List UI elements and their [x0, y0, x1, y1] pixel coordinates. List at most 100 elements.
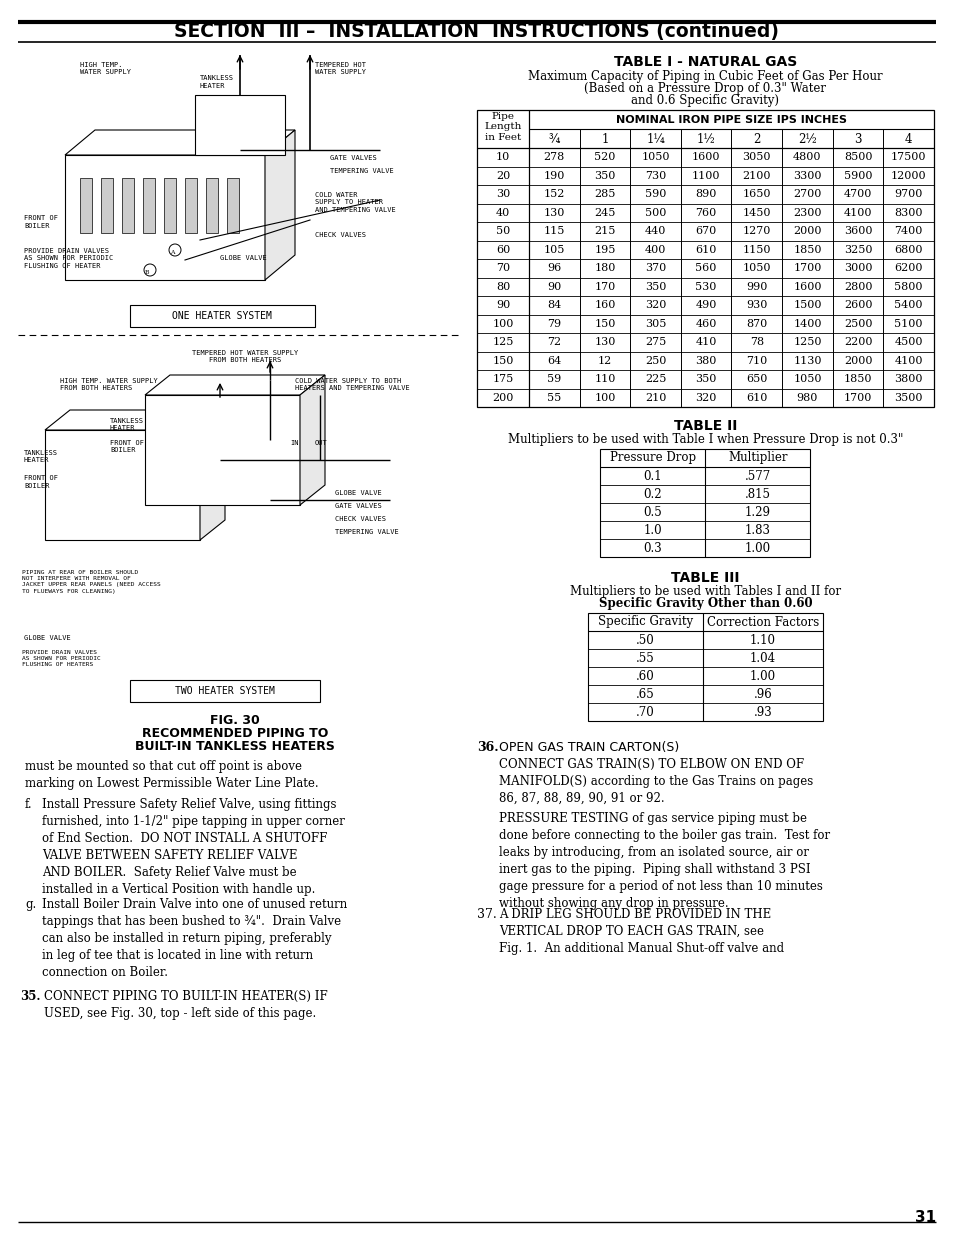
Text: IN: IN [290, 440, 298, 446]
Text: 1700: 1700 [843, 393, 871, 403]
Text: 1½: 1½ [696, 133, 715, 146]
Text: 3300: 3300 [792, 170, 821, 180]
Text: 20: 20 [496, 170, 510, 180]
Text: 35.: 35. [20, 990, 40, 1003]
Text: 3050: 3050 [741, 152, 770, 162]
Text: 1850: 1850 [842, 374, 871, 384]
Text: FIG. 30: FIG. 30 [210, 714, 259, 727]
Text: 78: 78 [749, 337, 763, 347]
Text: 2500: 2500 [842, 319, 871, 329]
Text: Pipe
Length
in Feet: Pipe Length in Feet [484, 112, 521, 142]
Text: 0.2: 0.2 [643, 488, 661, 500]
Text: 1.04: 1.04 [749, 652, 775, 664]
Text: COLD WATER
SUPPLY TO HEATER
AND TEMPERING VALVE: COLD WATER SUPPLY TO HEATER AND TEMPERIN… [314, 191, 395, 212]
Text: 2700: 2700 [792, 189, 821, 199]
Text: 245: 245 [594, 207, 615, 217]
Text: HIGH TEMP.
WATER SUPPLY: HIGH TEMP. WATER SUPPLY [80, 62, 131, 75]
Text: 490: 490 [695, 300, 716, 310]
Text: 130: 130 [543, 207, 564, 217]
Text: TWO HEATER SYSTEM: TWO HEATER SYSTEM [175, 685, 274, 697]
Text: TEMPERED HOT
WATER SUPPLY: TEMPERED HOT WATER SUPPLY [314, 62, 366, 75]
Text: 275: 275 [644, 337, 665, 347]
Text: 460: 460 [695, 319, 716, 329]
Bar [164, 178, 175, 233]
Text: CHECK VALVES: CHECK VALVES [314, 232, 366, 238]
Text: 980: 980 [796, 393, 818, 403]
Bar [599, 450, 810, 557]
Text: TEMPERING VALVE: TEMPERING VALVE [335, 529, 398, 535]
Text: 1150: 1150 [741, 245, 770, 254]
Text: 90: 90 [496, 300, 510, 310]
Text: Maximum Capacity of Piping in Cubic Feet of Gas Per Hour: Maximum Capacity of Piping in Cubic Feet… [528, 70, 882, 83]
Bar [227, 178, 239, 233]
Text: HIGH TEMP. WATER SUPPLY
FROM BOTH HEATERS: HIGH TEMP. WATER SUPPLY FROM BOTH HEATER… [60, 378, 157, 391]
Text: B: B [145, 270, 149, 275]
Text: .50: .50 [636, 634, 654, 646]
Text: and 0.6 Specific Gravity): and 0.6 Specific Gravity) [631, 94, 779, 107]
Text: PIPING AT REAR OF BOILER SHOULD
NOT INTERFERE WITH REMOVAL OF
JACKET UPPER REAR : PIPING AT REAR OF BOILER SHOULD NOT INTE… [22, 571, 161, 594]
Text: 320: 320 [644, 300, 665, 310]
Text: 2000: 2000 [842, 356, 871, 366]
Text: BUILT-IN TANKLESS HEATERS: BUILT-IN TANKLESS HEATERS [135, 740, 335, 753]
Text: 1130: 1130 [792, 356, 821, 366]
Text: 175: 175 [492, 374, 513, 384]
Text: TABLE I - NATURAL GAS: TABLE I - NATURAL GAS [613, 56, 797, 69]
Text: 9700: 9700 [894, 189, 922, 199]
Text: Pressure Drop: Pressure Drop [609, 452, 696, 464]
Text: (Based on a Pressure Drop of 0.3" Water: (Based on a Pressure Drop of 0.3" Water [584, 82, 825, 95]
Polygon shape [299, 375, 325, 505]
Bar [130, 680, 319, 701]
Text: 7400: 7400 [894, 226, 922, 236]
Text: TABLE II: TABLE II [673, 419, 737, 433]
Text: 60: 60 [496, 245, 510, 254]
Text: 64: 64 [547, 356, 561, 366]
Text: 890: 890 [695, 189, 716, 199]
Text: RECOMMENDED PIPING TO: RECOMMENDED PIPING TO [142, 727, 328, 740]
Text: 730: 730 [644, 170, 665, 180]
Text: .96: .96 [753, 688, 772, 700]
Text: TEMPERED HOT WATER SUPPLY
FROM BOTH HEATERS: TEMPERED HOT WATER SUPPLY FROM BOTH HEAT… [192, 350, 297, 363]
Text: 2800: 2800 [842, 282, 871, 291]
Text: 710: 710 [745, 356, 766, 366]
Text: 1.00: 1.00 [744, 541, 770, 555]
Text: 90: 90 [547, 282, 561, 291]
Bar [476, 110, 933, 408]
Text: 1.0: 1.0 [643, 524, 661, 536]
Text: GATE VALVES: GATE VALVES [330, 156, 376, 161]
Text: 2200: 2200 [842, 337, 871, 347]
Text: 4100: 4100 [842, 207, 871, 217]
Text: SECTION  III –  INSTALLATION  INSTRUCTIONS (continued): SECTION III – INSTALLATION INSTRUCTIONS … [174, 22, 779, 42]
Text: TANKLESS
HEATER: TANKLESS HEATER [24, 450, 58, 463]
Polygon shape [265, 130, 294, 280]
Text: PROVIDE DRAIN VALVES
AS SHOWN FOR PERIODIC
FLUSHING OF HEATER: PROVIDE DRAIN VALVES AS SHOWN FOR PERIOD… [24, 248, 113, 269]
Text: .93: .93 [753, 705, 772, 719]
Text: 80: 80 [496, 282, 510, 291]
Text: 870: 870 [745, 319, 766, 329]
Text: 278: 278 [543, 152, 564, 162]
Text: 70: 70 [496, 263, 510, 273]
Text: 210: 210 [644, 393, 665, 403]
Text: 50: 50 [496, 226, 510, 236]
Text: 4800: 4800 [792, 152, 821, 162]
Text: 110: 110 [594, 374, 615, 384]
Text: 1.10: 1.10 [749, 634, 775, 646]
Text: 1500: 1500 [792, 300, 821, 310]
Text: 1250: 1250 [792, 337, 821, 347]
Text: GLOBE VALVE: GLOBE VALVE [220, 254, 267, 261]
Text: 150: 150 [594, 319, 615, 329]
Text: 96: 96 [547, 263, 561, 273]
Text: 1.83: 1.83 [744, 524, 770, 536]
Bar [101, 178, 112, 233]
Text: 79: 79 [547, 319, 560, 329]
Text: 130: 130 [594, 337, 615, 347]
Text: must be mounted so that cut off point is above
marking on Lowest Permissible Wat: must be mounted so that cut off point is… [25, 760, 318, 790]
Text: 180: 180 [594, 263, 615, 273]
Text: 200: 200 [492, 393, 513, 403]
Text: 4: 4 [904, 133, 911, 146]
Text: GLOBE VALVE: GLOBE VALVE [24, 635, 71, 641]
Text: 1270: 1270 [741, 226, 770, 236]
Text: 2600: 2600 [842, 300, 871, 310]
Text: 100: 100 [492, 319, 513, 329]
Text: 1.29: 1.29 [744, 505, 770, 519]
Text: 400: 400 [644, 245, 665, 254]
